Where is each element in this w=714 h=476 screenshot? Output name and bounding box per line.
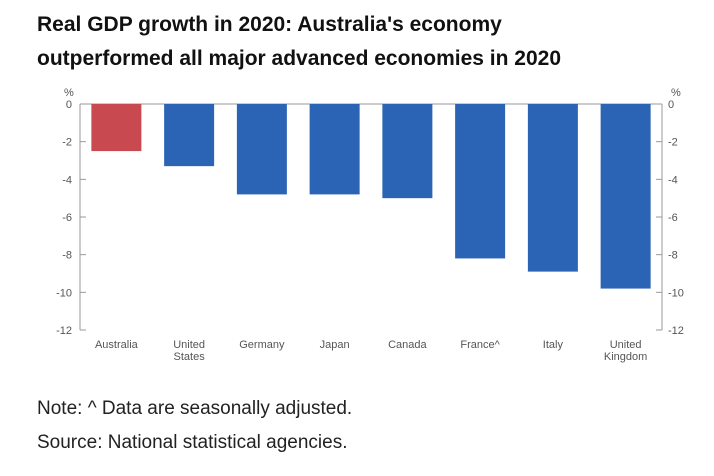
y-unit-right: % [671,87,681,99]
category-label: Canada [388,339,427,351]
y-tick-label-left: -8 [62,250,72,262]
y-tick-label-right: 0 [668,99,674,111]
bar [91,104,142,152]
bar [236,104,287,195]
chart-note: Note: ^ Data are seasonally adjusted. [37,398,353,419]
y-tick-label-left: -12 [56,325,72,337]
y-tick-label-right: -6 [668,212,678,224]
bar [382,104,433,199]
bar [527,104,578,272]
bar [600,104,651,289]
y-tick-label-left: -2 [62,137,72,149]
y-tick-label-left: -10 [56,287,72,299]
y-unit-left: % [64,87,74,99]
y-tick-label-left: -4 [62,174,72,186]
y-tick-label-right: -12 [668,325,684,337]
chart-source: Source: National statistical agencies. [37,432,348,453]
category-label: United [173,339,205,351]
category-label: States [174,351,206,363]
category-label: Australia [95,339,139,351]
chart-title-line-2: outperformed all major advanced economie… [37,47,562,70]
y-tick-label-right: -4 [668,174,678,186]
y-tick-label-left: -6 [62,212,72,224]
chart-title-line-1: Real GDP growth in 2020: Australia's eco… [37,13,502,36]
category-label: Germany [239,339,285,351]
category-label: Kingdom [604,351,647,363]
category-label: Japan [320,339,350,351]
bar [164,104,215,167]
category-label: Italy [543,339,564,351]
category-label: France^ [460,339,500,351]
y-tick-label-right: -8 [668,250,678,262]
bar-chart: % %0 0-2 -2-4 -4-6 -6-8 -8-10 -10-12 -12Australi… [56,87,684,363]
category-label: United [610,339,642,351]
y-tick-label-right: -2 [668,137,678,149]
bar [309,104,360,195]
y-tick-label-left: 0 [66,99,72,111]
y-tick-label-right: -10 [668,287,684,299]
chart-title: Real GDP growth in 2020: Australia's eco… [37,8,697,76]
bar [455,104,506,259]
